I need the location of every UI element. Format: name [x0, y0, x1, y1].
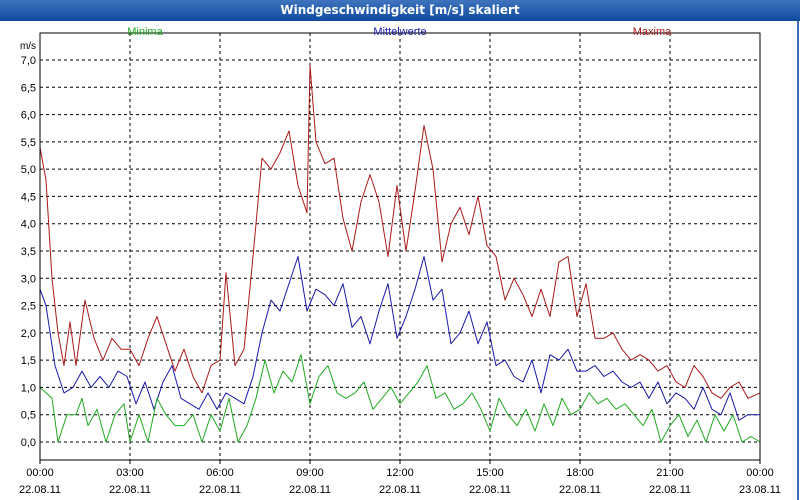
x-tick-date: 23.08.11 [739, 484, 781, 496]
y-tick-label: 6,0 [21, 110, 36, 122]
y-tick-label: 1,0 [21, 382, 36, 394]
axes-text: m/s 0,0 0,5 1,0 1,5 2,0 2,5 3,0 3,5 4,0 4,5 5,0 5,5… [19, 41, 781, 496]
y-tick-label: 4,5 [21, 191, 36, 203]
y-tick-label: 7,0 [21, 55, 36, 67]
y-tick-label: 2,5 [21, 301, 36, 313]
series-minima-line [39, 354, 761, 443]
y-tick-label: 0,5 [21, 410, 36, 422]
x-tick-time: 12:00 [386, 467, 414, 479]
x-tick-time: 00:00 [746, 467, 774, 479]
x-tick-time: 15:00 [476, 467, 504, 479]
series-maxima-line [39, 65, 761, 399]
y-tick-label: 2,0 [21, 328, 36, 340]
series-layer [39, 65, 761, 443]
x-tick-date: 22.08.11 [649, 484, 691, 496]
y-tick-label: 1,5 [21, 355, 36, 367]
chart-background [0, 21, 800, 500]
x-tick-time: 06:00 [206, 467, 234, 479]
x-tick-date: 22.08.11 [199, 484, 241, 496]
y-tick-label: 5,0 [21, 164, 36, 176]
x-tick-date: 22.08.11 [289, 484, 331, 496]
wind-speed-chart: m/s 0,0 0,5 1,0 1,5 2,0 2,5 3,0 3,5 4,0 4,5 5,0 5,5… [0, 21, 800, 500]
y-tick-label: 3,0 [21, 273, 36, 285]
x-tick-date: 22.08.11 [469, 484, 511, 496]
plot-frame [39, 32, 761, 461]
x-tick-date: 22.08.11 [109, 484, 151, 496]
y-tick-label: 3,5 [21, 246, 36, 258]
x-tick-time: 21:00 [656, 467, 684, 479]
x-tick-date: 22.08.11 [559, 484, 601, 496]
x-tick-time: 18:00 [566, 467, 594, 479]
legend-maxima: Maxima [633, 26, 672, 38]
legend-minima: Minima [127, 26, 163, 38]
y-axis-label: m/s [20, 41, 36, 52]
x-tick-time: 03:00 [116, 467, 144, 479]
grid [39, 33, 761, 464]
chart-title: Windgeschwindigkeit [m/s] skaliert [280, 3, 520, 17]
window-title-bar: Windgeschwindigkeit [m/s] skaliert [0, 0, 800, 21]
x-tick-date: 22.08.11 [379, 484, 421, 496]
x-tick-time: 09:00 [296, 467, 324, 479]
x-tick-date: 22.08.11 [19, 484, 61, 496]
y-tick-label: 0,0 [21, 437, 36, 449]
y-tick-label: 4,0 [21, 219, 36, 231]
x-tick-time: 00:00 [26, 467, 54, 479]
y-tick-label: 5,5 [21, 137, 36, 149]
legend-mittelwerte: Mittelwerte [373, 26, 426, 38]
legend: Minima Mittelwerte Maxima [127, 26, 672, 38]
y-tick-label: 6,5 [21, 82, 36, 94]
